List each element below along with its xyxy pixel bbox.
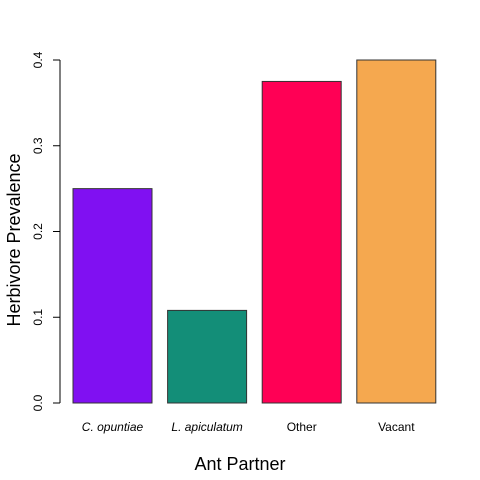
y-tick-label: 0.0 <box>31 394 45 411</box>
y-tick-label: 0.4 <box>31 51 45 68</box>
bar-other <box>261 80 342 404</box>
y-axis: 0.0 0.1 0.2 0.3 0.4 <box>31 51 61 411</box>
y-tick-label: 0.3 <box>31 137 45 154</box>
x-tick-label: Vacant <box>378 420 415 434</box>
bar-c-opuntiae <box>72 188 153 404</box>
x-axis-title: Ant Partner <box>194 454 285 474</box>
y-tick-label: 0.2 <box>31 223 45 240</box>
x-tick-label: Other <box>287 420 317 434</box>
x-category-labels: C. opuntiae L. apiculatum Other Vacant <box>82 420 415 434</box>
bar-vacant <box>356 59 437 404</box>
bars-group <box>72 59 437 404</box>
x-tick-label: L. apiculatum <box>171 420 242 434</box>
x-tick-label: C. opuntiae <box>82 420 144 434</box>
bar-l-apiculatum <box>167 309 248 404</box>
y-tick-label: 0.1 <box>31 309 45 326</box>
y-axis-title: Herbivore Prevalence <box>4 153 24 326</box>
